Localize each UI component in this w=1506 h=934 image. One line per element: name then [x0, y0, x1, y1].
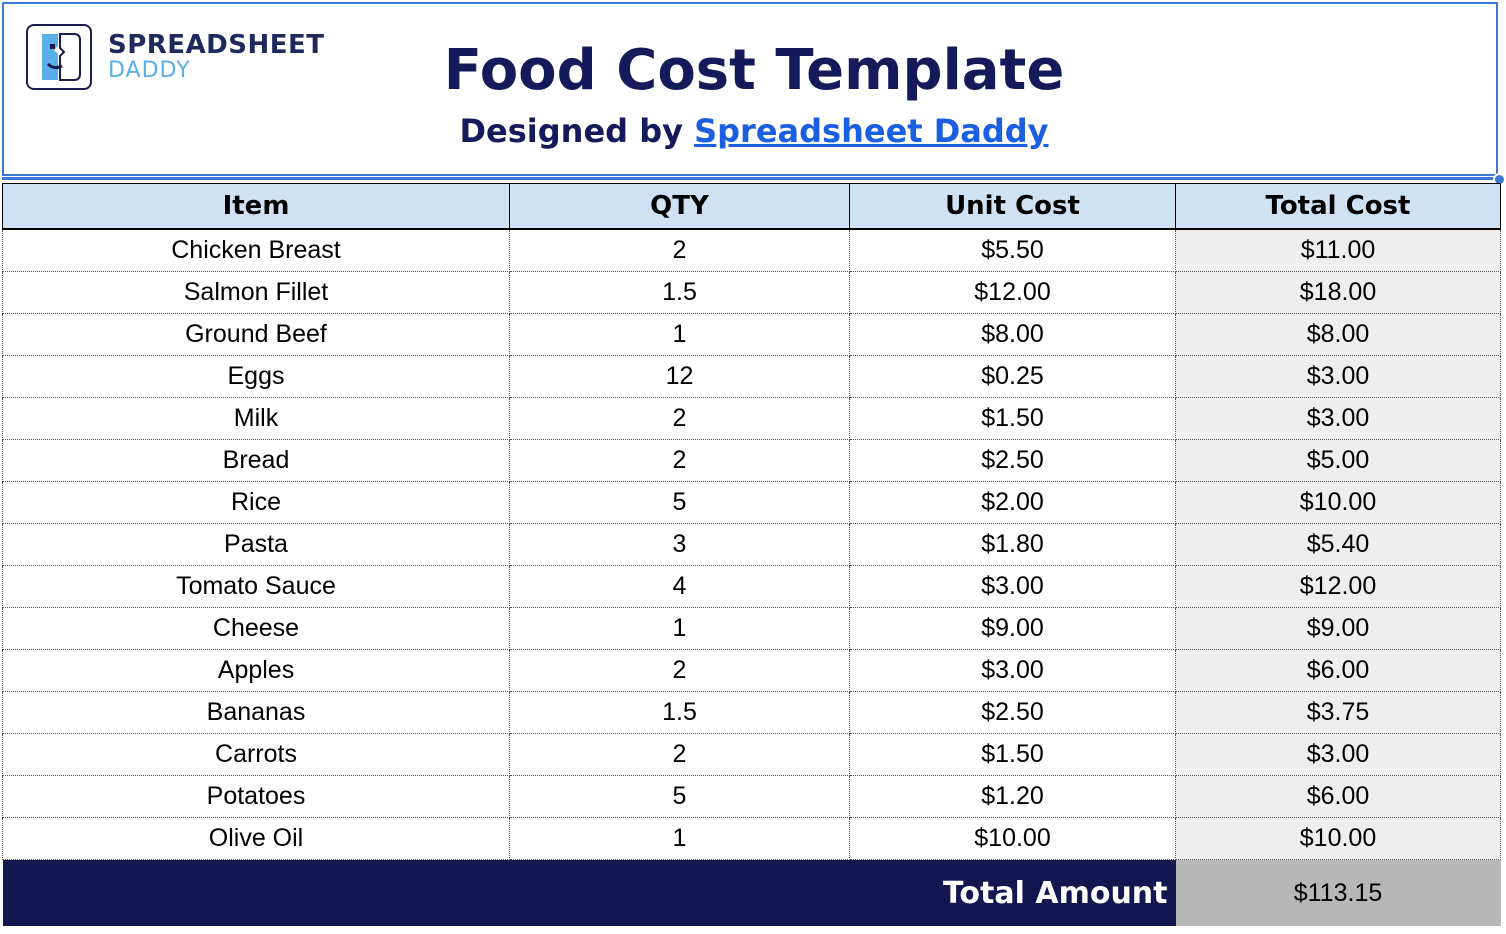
- unit-cost-cell[interactable]: $1.50: [849, 733, 1176, 776]
- qty-cell[interactable]: 2: [509, 649, 850, 692]
- qty-cell[interactable]: 2: [509, 733, 850, 776]
- total-cost-cell[interactable]: $8.00: [1175, 313, 1501, 356]
- qty-cell[interactable]: 12: [509, 355, 850, 398]
- qty-cell[interactable]: 1.5: [509, 691, 850, 734]
- qty-cell[interactable]: 5: [509, 775, 850, 818]
- unit-cost-cell[interactable]: $3.00: [849, 649, 1176, 692]
- table-row: Cheese 1 $9.00 $9.00: [2, 607, 1501, 650]
- page-subtitle: Designed by Spreadsheet Daddy: [4, 112, 1504, 150]
- table-row: Olive Oil 1 $10.00 $10.00: [2, 817, 1501, 860]
- unit-cost-cell[interactable]: $12.00: [849, 271, 1176, 314]
- table-row: Rice 5 $2.00 $10.00: [2, 481, 1501, 524]
- brand-name-line2: DADDY: [108, 58, 191, 83]
- spreadsheet-daddy-link[interactable]: Spreadsheet Daddy: [694, 112, 1049, 150]
- page-title: Food Cost Template: [443, 38, 1065, 103]
- qty-cell[interactable]: 3: [509, 523, 850, 566]
- unit-cost-cell[interactable]: $2.00: [849, 481, 1176, 524]
- qty-cell[interactable]: 2: [509, 439, 850, 482]
- table-row: Tomato Sauce 4 $3.00 $12.00: [2, 565, 1501, 608]
- header-row: Item QTY Unit Cost Total Cost: [2, 183, 1501, 230]
- total-cost-cell[interactable]: $3.75: [1175, 691, 1501, 734]
- qty-cell[interactable]: 2: [509, 397, 850, 440]
- item-cell[interactable]: Bread: [2, 439, 510, 482]
- column-header-total-cost[interactable]: Total Cost: [1175, 183, 1501, 230]
- total-cost-cell[interactable]: $12.00: [1175, 565, 1501, 608]
- item-cell[interactable]: Olive Oil: [2, 817, 510, 860]
- total-cost-cell[interactable]: $11.00: [1175, 229, 1501, 272]
- total-cost-cell[interactable]: $10.00: [1175, 481, 1501, 524]
- qty-cell[interactable]: 5: [509, 481, 850, 524]
- item-cell[interactable]: Apples: [2, 649, 510, 692]
- unit-cost-cell[interactable]: $1.20: [849, 775, 1176, 818]
- total-cost-cell[interactable]: $6.00: [1175, 775, 1501, 818]
- unit-cost-cell[interactable]: $1.80: [849, 523, 1176, 566]
- table-row: Potatoes 5 $1.20 $6.00: [2, 775, 1501, 818]
- item-cell[interactable]: Eggs: [2, 355, 510, 398]
- table-row: Apples 2 $3.00 $6.00: [2, 649, 1501, 692]
- total-row: Total Amount $113.15: [2, 859, 1501, 926]
- unit-cost-cell[interactable]: $10.00: [849, 817, 1176, 860]
- item-cell[interactable]: Ground Beef: [2, 313, 510, 356]
- qty-cell[interactable]: 1.5: [509, 271, 850, 314]
- unit-cost-cell[interactable]: $1.50: [849, 397, 1176, 440]
- item-cell[interactable]: Milk: [2, 397, 510, 440]
- unit-cost-cell[interactable]: $9.00: [849, 607, 1176, 650]
- total-cost-cell[interactable]: $3.00: [1175, 397, 1501, 440]
- unit-cost-cell[interactable]: $0.25: [849, 355, 1176, 398]
- qty-cell[interactable]: 2: [509, 229, 850, 272]
- spreadsheet-daddy-logo-icon: [26, 24, 92, 90]
- unit-cost-cell[interactable]: $5.50: [849, 229, 1176, 272]
- header-block[interactable]: SPREADSHEET DADDY Food Cost Template Des…: [2, 2, 1498, 176]
- total-amount-label[interactable]: Total Amount: [2, 859, 1176, 926]
- brand-name-line1: SPREADSHEET: [108, 30, 325, 60]
- item-cell[interactable]: Cheese: [2, 607, 510, 650]
- total-amount-value[interactable]: $113.15: [1175, 859, 1501, 926]
- item-cell[interactable]: Carrots: [2, 733, 510, 776]
- unit-cost-cell[interactable]: $2.50: [849, 691, 1176, 734]
- item-cell[interactable]: Tomato Sauce: [2, 565, 510, 608]
- table-row: Pasta 3 $1.80 $5.40: [2, 523, 1501, 566]
- table-row: Chicken Breast 2 $5.50 $11.00: [2, 229, 1501, 272]
- table-row: Ground Beef 1 $8.00 $8.00: [2, 313, 1501, 356]
- table-row: Salmon Fillet 1.5 $12.00 $18.00: [2, 271, 1501, 314]
- total-cost-cell[interactable]: $3.00: [1175, 355, 1501, 398]
- item-cell[interactable]: Potatoes: [2, 775, 510, 818]
- total-cost-cell[interactable]: $6.00: [1175, 649, 1501, 692]
- unit-cost-cell[interactable]: $2.50: [849, 439, 1176, 482]
- qty-cell[interactable]: 1: [509, 817, 850, 860]
- column-header-item[interactable]: Item: [2, 183, 510, 230]
- item-cell[interactable]: Bananas: [2, 691, 510, 734]
- qty-cell[interactable]: 1: [509, 607, 850, 650]
- unit-cost-cell[interactable]: $8.00: [849, 313, 1176, 356]
- item-cell[interactable]: Salmon Fillet: [2, 271, 510, 314]
- total-cost-cell[interactable]: $9.00: [1175, 607, 1501, 650]
- food-cost-table: Item QTY Unit Cost Total Cost Chicken Br…: [2, 183, 1501, 926]
- qty-cell[interactable]: 1: [509, 313, 850, 356]
- total-cost-cell[interactable]: $10.00: [1175, 817, 1501, 860]
- selection-border: [2, 177, 1500, 180]
- column-header-qty[interactable]: QTY: [509, 183, 850, 230]
- column-header-unit-cost[interactable]: Unit Cost: [849, 183, 1176, 230]
- table-row: Milk 2 $1.50 $3.00: [2, 397, 1501, 440]
- table-row: Bread 2 $2.50 $5.00: [2, 439, 1501, 482]
- unit-cost-cell[interactable]: $3.00: [849, 565, 1176, 608]
- brand-logo: SPREADSHEET DADDY: [26, 24, 326, 94]
- total-cost-cell[interactable]: $18.00: [1175, 271, 1501, 314]
- total-cost-cell[interactable]: $5.00: [1175, 439, 1501, 482]
- subtitle-prefix: Designed by: [459, 112, 695, 150]
- table-row: Carrots 2 $1.50 $3.00: [2, 733, 1501, 776]
- table-row: Eggs 12 $0.25 $3.00: [2, 355, 1501, 398]
- total-cost-cell[interactable]: $3.00: [1175, 733, 1501, 776]
- table-row: Bananas 1.5 $2.50 $3.75: [2, 691, 1501, 734]
- item-cell[interactable]: Rice: [2, 481, 510, 524]
- qty-cell[interactable]: 4: [509, 565, 850, 608]
- item-cell[interactable]: Chicken Breast: [2, 229, 510, 272]
- total-cost-cell[interactable]: $5.40: [1175, 523, 1501, 566]
- item-cell[interactable]: Pasta: [2, 523, 510, 566]
